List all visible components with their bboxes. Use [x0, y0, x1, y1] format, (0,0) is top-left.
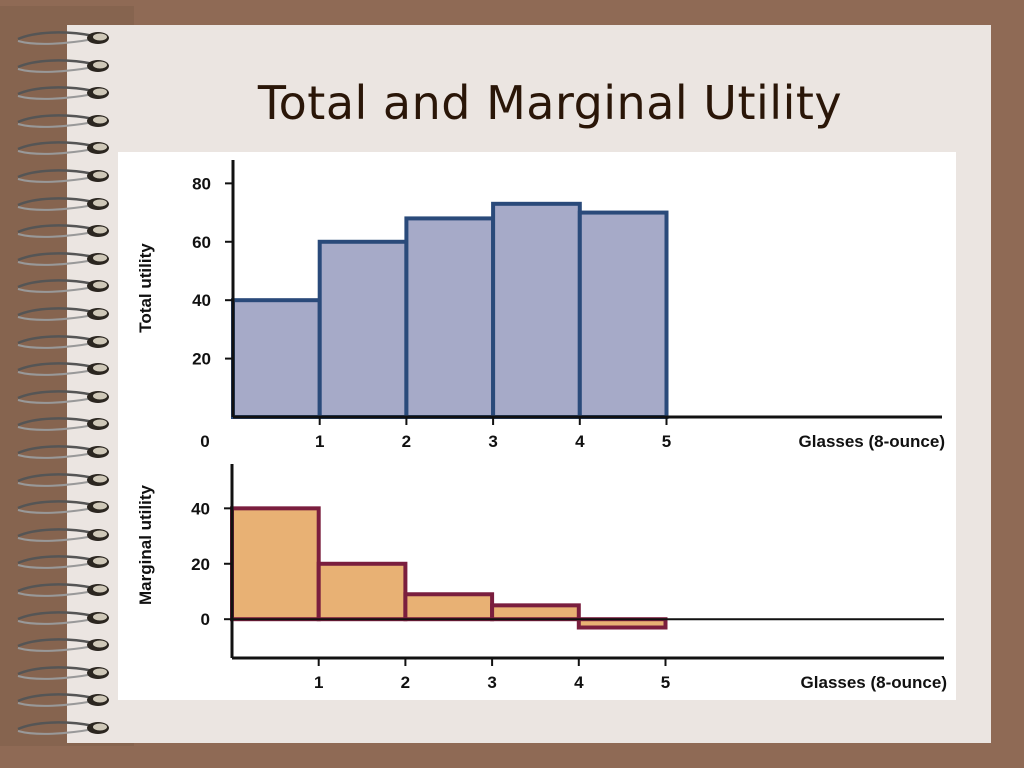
spiral-ring — [14, 113, 112, 131]
total-bar — [317, 239, 409, 420]
spiral-ring — [14, 361, 112, 379]
spiral-ring — [14, 306, 112, 324]
marginal-bar — [403, 592, 495, 622]
spiral-ring — [14, 665, 112, 683]
total-x-origin-label: 0 — [200, 432, 209, 451]
total-y-tick-label: 60 — [192, 233, 211, 252]
marginal-x-tick-label: 5 — [661, 673, 670, 692]
marginal-x-tick-label: 4 — [574, 673, 584, 692]
spiral-ring — [14, 168, 112, 186]
spiral-ring — [14, 444, 112, 462]
marginal-bar — [230, 506, 321, 622]
spiral-ring — [14, 334, 112, 352]
marginal-bar — [490, 603, 581, 622]
total-x-tick-label: 5 — [662, 432, 671, 451]
total-y-tick-label: 40 — [192, 291, 211, 310]
marginal-y-tick-label: 0 — [201, 610, 210, 629]
total-y-tick-label: 80 — [192, 174, 211, 193]
slide-title: Total and Marginal Utility — [257, 76, 843, 130]
total-x-tick-label: 1 — [315, 432, 324, 451]
total-x-tick-label: 4 — [575, 432, 585, 451]
chart-panel: 20 40 60 80 1 2 3 4 5 0 Glasses (8-ounce) Total uti… — [118, 152, 956, 700]
total-x-tick-label: 3 — [488, 432, 497, 451]
spiral-ring — [14, 554, 112, 572]
spiral-ring — [14, 720, 112, 738]
spiral-ring — [14, 499, 112, 517]
total-x-tick-label: 2 — [402, 432, 411, 451]
total-bar — [404, 216, 496, 419]
marginal-x-tick-label: 2 — [401, 673, 410, 692]
spiral-ring — [14, 223, 112, 241]
total-x-axis-label: Glasses (8-ounce) — [799, 432, 945, 451]
spiral-ring — [14, 85, 112, 103]
spiral-ring — [14, 389, 112, 407]
spiral-ring — [14, 582, 112, 600]
total-y-axis-label: Total utility — [136, 243, 155, 333]
total-y-tick-label: 20 — [192, 350, 211, 369]
spiral-ring — [14, 30, 112, 48]
spiral-ring — [14, 196, 112, 214]
total-bar — [577, 210, 669, 420]
marginal-x-axis-label: Glasses (8-ounce) — [801, 673, 947, 692]
spiral-ring — [14, 58, 112, 76]
spiral-ring — [14, 140, 112, 158]
spiral-ring — [14, 416, 112, 434]
spiral-ring — [14, 692, 112, 710]
spiral-ring — [14, 278, 112, 296]
total-bar — [231, 298, 322, 420]
spiral-ring — [14, 527, 112, 545]
marginal-x-tick-label: 3 — [487, 673, 496, 692]
marginal-bar — [576, 617, 668, 630]
marginal-y-tick-label: 20 — [191, 555, 210, 574]
marginal-y-tick-label: 40 — [191, 499, 210, 518]
spiral-ring — [14, 637, 112, 655]
spiral-ring — [14, 472, 112, 490]
spiral-ring — [14, 610, 112, 628]
spiral-ring — [14, 251, 112, 269]
marginal-y-axis-label: Marginal utility — [136, 484, 155, 605]
marginal-bar — [316, 561, 408, 622]
total-bar — [491, 201, 582, 419]
marginal-x-tick-label: 1 — [314, 673, 323, 692]
